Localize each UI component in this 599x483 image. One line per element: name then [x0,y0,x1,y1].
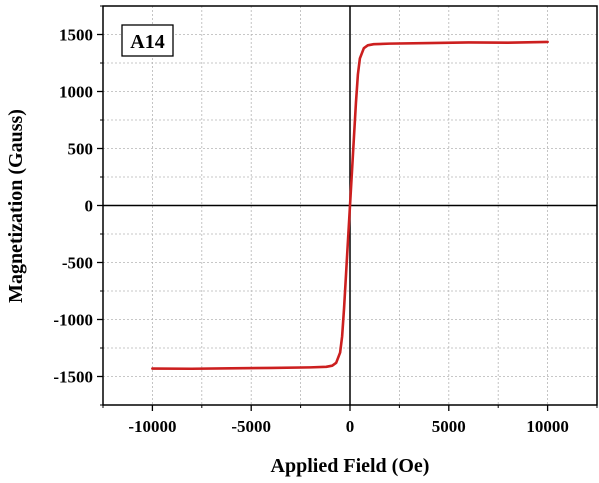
y-tick-label: 1000 [59,83,93,102]
grid [103,6,597,405]
y-axis-title: Magnetization (Gauss) [5,109,27,303]
panel-label-box: A14 [121,24,174,57]
series-layer [151,40,549,371]
y-tick-label: 500 [68,140,94,159]
axis-ticks: -10000 -5000 0 5000 10000150010005000-500-10… [53,5,598,436]
x-tick-label: 5000 [432,417,466,436]
y-tick-label: -1500 [53,368,93,387]
panel-label: A14 [130,31,164,53]
series-line [151,40,549,371]
x-tick-label: -10000 [128,417,176,436]
y-tick-label: -1000 [53,311,93,330]
y-tick-label: 1500 [59,26,93,45]
x-axis-title: Applied Field (Oe) [271,455,430,477]
y-tick-label: 0 [85,197,94,216]
x-tick-label: -5000 [231,417,271,436]
x-tick-label: 0 [346,417,355,436]
x-tick-label: 10000 [526,417,569,436]
y-tick-label: -500 [62,254,93,273]
